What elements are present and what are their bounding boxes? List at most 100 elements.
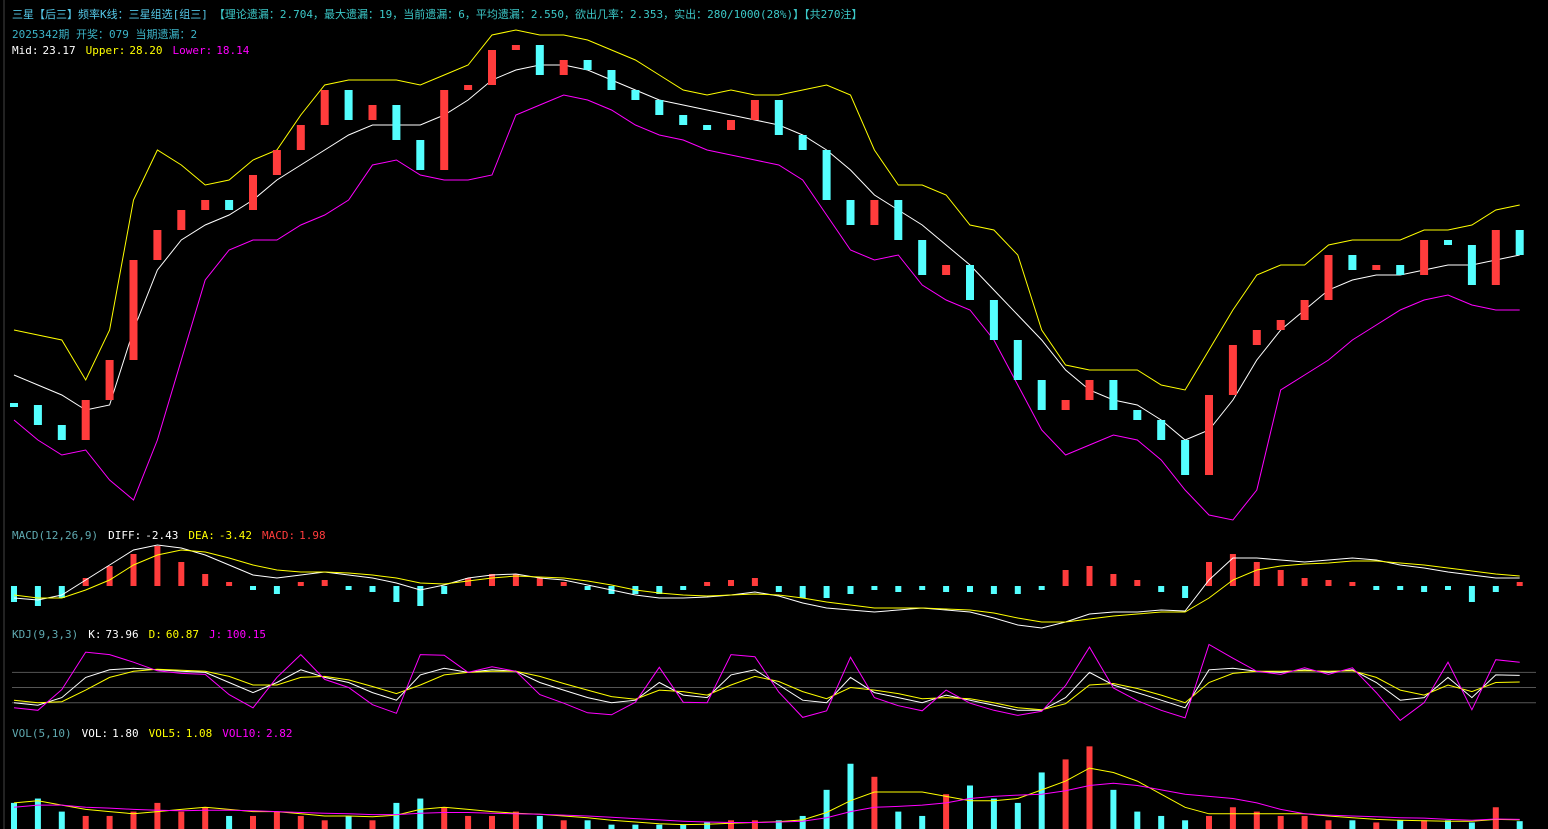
volume-bar (584, 820, 591, 829)
macd-bar (751, 578, 758, 586)
macd-bar (1516, 582, 1523, 586)
candle (846, 200, 855, 225)
candle (440, 90, 449, 170)
legend-text: DEA: (188, 529, 215, 542)
macd-bar (11, 586, 17, 602)
volume-bar (632, 824, 639, 829)
volume-bar (465, 815, 472, 829)
macd-bar (106, 566, 113, 586)
candle (1276, 320, 1285, 330)
indicator-line (13, 64, 1520, 441)
volume-bar (1134, 811, 1141, 829)
macd-bar (1349, 582, 1356, 586)
volume-bar (1516, 821, 1523, 829)
macd-bar (512, 574, 519, 586)
candle (488, 50, 496, 85)
indicator-line (13, 782, 1520, 823)
macd-bar (1110, 574, 1117, 586)
candle (822, 150, 831, 200)
volume-bar (1373, 822, 1380, 829)
legend-text: KDJ(9,3,3) (12, 628, 78, 641)
macd-bar (656, 586, 663, 594)
header-stats: 【理论遗漏：2.704，最大遗漏：19，当前遗漏：6，平均遗漏：2.550，欲出… (214, 7, 863, 21)
macd-bar (1397, 586, 1404, 590)
volume-bar (369, 820, 376, 829)
candle (1420, 240, 1429, 275)
volume-bar (680, 824, 687, 829)
macd-bar (34, 586, 41, 606)
macd-bar (1062, 570, 1069, 586)
volume-bar (178, 811, 185, 829)
legend-text: -2.43 (145, 529, 178, 542)
candle (81, 400, 90, 440)
legend-text: 100.15 (226, 628, 266, 641)
volume-bar (512, 811, 519, 829)
macd-bar (728, 580, 734, 586)
macd-bar (273, 586, 280, 594)
macd-bar (250, 586, 256, 590)
volume-bar (1206, 815, 1212, 829)
volume-bar (1110, 789, 1117, 829)
candle (798, 135, 807, 150)
macd-bar (1445, 586, 1451, 590)
candle (1013, 340, 1022, 380)
volume-bar (1277, 815, 1284, 829)
legend-text: MACD(12,26,9) (12, 529, 98, 542)
legend-text: Mid: (12, 44, 39, 57)
candle (177, 210, 186, 230)
candle (201, 200, 210, 210)
volume-bar (608, 824, 615, 829)
candle (1348, 255, 1357, 270)
macd-bar (1277, 570, 1284, 586)
macd-bar (1253, 562, 1260, 586)
volume-bar (1014, 802, 1021, 829)
candle (631, 90, 640, 100)
volume-bar (560, 820, 567, 829)
candle (655, 100, 664, 115)
candle (727, 120, 735, 130)
header-title: 三星【后三】频率K线：三星组选[组三] (12, 7, 208, 21)
macd-bar (1229, 554, 1236, 586)
legend-text: DIFF: (108, 529, 141, 542)
candle (1205, 395, 1213, 475)
volume-bar (130, 811, 137, 829)
legend-text: -3.42 (219, 529, 252, 542)
legend-text: VOL(5,10) (12, 727, 72, 740)
candle (249, 175, 257, 210)
volume-bar (1253, 811, 1260, 829)
volume-bar (1468, 822, 1475, 829)
legend-text: D: (149, 628, 162, 641)
candle (1324, 255, 1333, 300)
macd-bar (154, 546, 161, 586)
candle (750, 100, 759, 120)
candle (511, 45, 520, 50)
macd-bar (393, 586, 400, 602)
volume-bar (11, 802, 17, 829)
candle (559, 60, 568, 75)
macd-bar (178, 562, 185, 586)
macd-bar (226, 582, 233, 586)
macd-bar (465, 578, 472, 586)
volume-bar (1421, 820, 1428, 829)
candle (1037, 380, 1046, 410)
legend-text: VOL5: (149, 727, 182, 740)
macd-bar (1421, 586, 1428, 592)
volume-bar (1062, 759, 1069, 829)
macd-bar (441, 586, 448, 594)
volume-bar (441, 807, 448, 829)
macd-bar (1134, 580, 1141, 586)
indicator-line (13, 549, 1520, 623)
volume-bar (1038, 772, 1045, 829)
legend-text: VOL: (82, 727, 109, 740)
macd-bar (1468, 586, 1475, 602)
candle (679, 115, 688, 125)
candle (225, 200, 234, 210)
macd-bar (823, 586, 830, 598)
candle (1300, 300, 1309, 320)
macd-bar (489, 574, 495, 586)
macd-bar (369, 586, 376, 592)
macd-bar (1158, 586, 1165, 592)
header-issue: 2025342期 开奖：079 当期遗漏：2 (12, 27, 197, 41)
volume-bar (297, 815, 304, 829)
